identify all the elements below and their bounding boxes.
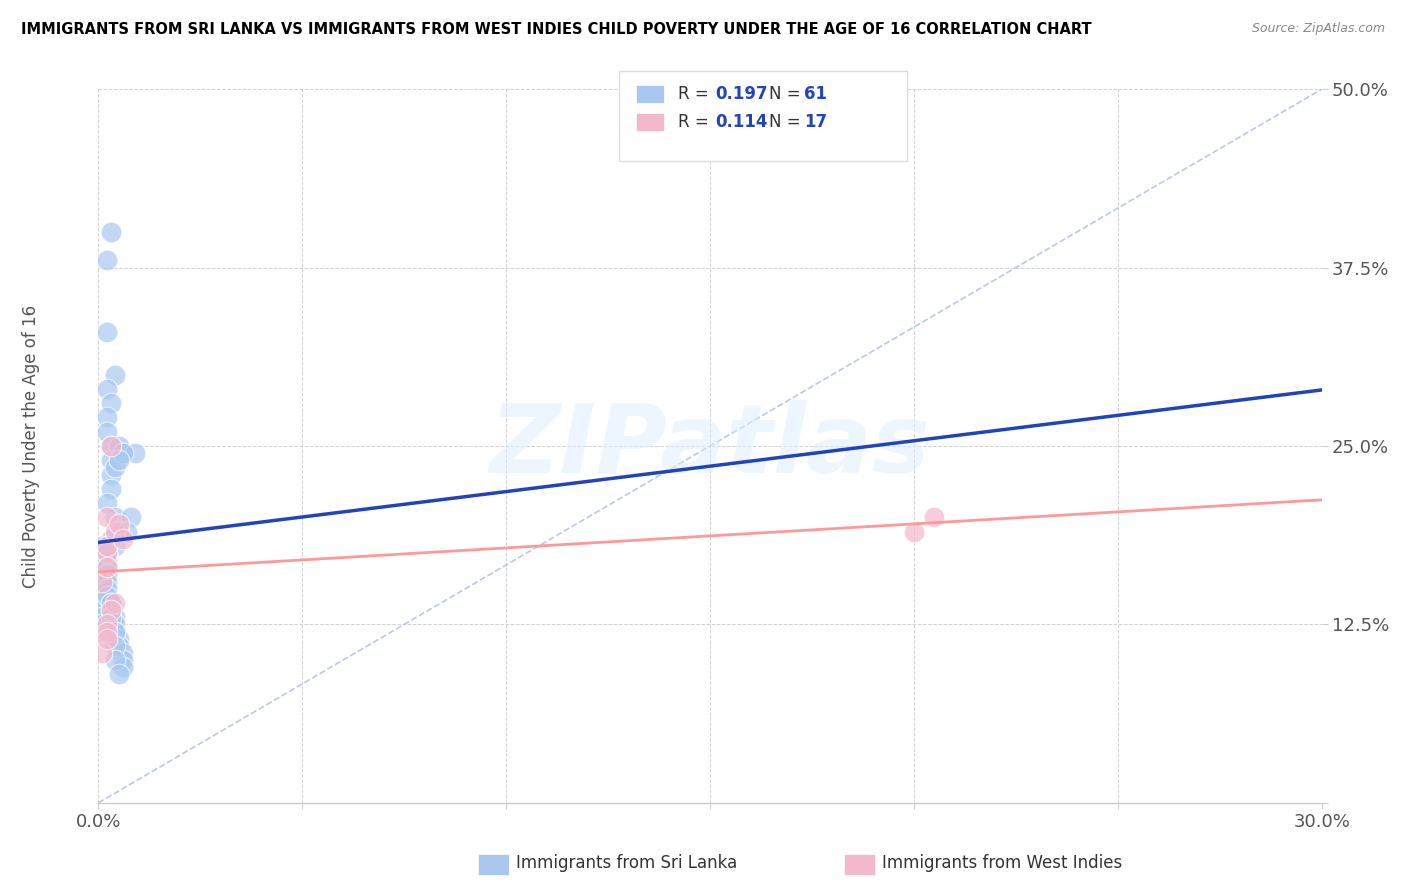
Text: Immigrants from Sri Lanka: Immigrants from Sri Lanka — [516, 855, 737, 872]
Text: Source: ZipAtlas.com: Source: ZipAtlas.com — [1251, 22, 1385, 36]
Point — [108, 639, 131, 653]
Point — [96, 582, 118, 596]
Point — [91, 610, 114, 624]
Point — [111, 532, 134, 546]
Point — [96, 624, 118, 639]
Point — [96, 589, 118, 603]
Point — [100, 439, 122, 453]
Text: N =: N = — [769, 85, 806, 103]
Point — [120, 510, 142, 524]
Point — [91, 617, 114, 632]
Point — [104, 460, 127, 475]
Text: 61: 61 — [804, 85, 827, 103]
Point — [96, 567, 118, 582]
Text: 17: 17 — [804, 113, 827, 131]
Point — [111, 446, 134, 460]
Point — [108, 453, 131, 467]
Point — [96, 253, 118, 268]
Point — [96, 546, 118, 560]
Point — [100, 225, 122, 239]
Point — [96, 560, 118, 574]
Text: N =: N = — [769, 113, 806, 131]
Point — [111, 446, 134, 460]
Point — [108, 524, 131, 539]
Text: R =: R = — [678, 113, 714, 131]
Text: Child Poverty Under the Age of 16: Child Poverty Under the Age of 16 — [22, 304, 41, 588]
Point — [104, 624, 127, 639]
Point — [91, 582, 114, 596]
Text: R =: R = — [678, 85, 714, 103]
Point — [100, 603, 122, 617]
Point — [100, 532, 122, 546]
Point — [111, 653, 134, 667]
Point — [104, 639, 127, 653]
Point — [111, 660, 134, 674]
Point — [96, 617, 118, 632]
Point — [96, 325, 118, 339]
Text: ZIPatlas: ZIPatlas — [489, 400, 931, 492]
Point — [96, 546, 118, 560]
Text: 0.114: 0.114 — [716, 113, 768, 131]
Point — [91, 624, 114, 639]
Point — [96, 560, 118, 574]
Point — [96, 546, 118, 560]
Point — [89, 589, 111, 603]
Point — [91, 574, 114, 589]
Point — [91, 567, 114, 582]
Point — [100, 467, 122, 482]
Point — [96, 553, 118, 567]
Point — [91, 574, 114, 589]
Point — [96, 574, 118, 589]
Point — [100, 603, 122, 617]
Point — [100, 453, 122, 467]
Point — [96, 560, 118, 574]
Point — [108, 439, 131, 453]
Point — [104, 617, 127, 632]
Text: IMMIGRANTS FROM SRI LANKA VS IMMIGRANTS FROM WEST INDIES CHILD POVERTY UNDER THE: IMMIGRANTS FROM SRI LANKA VS IMMIGRANTS … — [21, 22, 1091, 37]
Point — [91, 539, 114, 553]
Point — [108, 517, 131, 532]
Point — [104, 539, 127, 553]
Point — [96, 496, 118, 510]
Point — [108, 632, 131, 646]
Point — [96, 410, 118, 425]
Point — [104, 653, 127, 667]
Point — [91, 553, 114, 567]
Point — [104, 596, 127, 610]
Point — [96, 510, 118, 524]
Point — [111, 646, 134, 660]
Point — [115, 524, 138, 539]
Point — [96, 539, 118, 553]
Point — [96, 632, 118, 646]
Point — [100, 439, 122, 453]
Point — [104, 510, 127, 524]
Point — [91, 646, 114, 660]
Point — [124, 446, 146, 460]
Point — [100, 596, 122, 610]
Point — [903, 524, 925, 539]
Point — [100, 482, 122, 496]
Point — [100, 610, 122, 624]
Point — [96, 382, 118, 396]
Point — [100, 596, 122, 610]
Point — [96, 425, 118, 439]
Point — [100, 396, 122, 410]
Point — [89, 596, 111, 610]
Text: Immigrants from West Indies: Immigrants from West Indies — [882, 855, 1122, 872]
Point — [922, 510, 945, 524]
Point — [104, 368, 127, 382]
Point — [91, 603, 114, 617]
Text: 0.197: 0.197 — [716, 85, 768, 103]
Point — [104, 610, 127, 624]
Point — [108, 667, 131, 681]
Point — [104, 524, 127, 539]
Point — [104, 624, 127, 639]
